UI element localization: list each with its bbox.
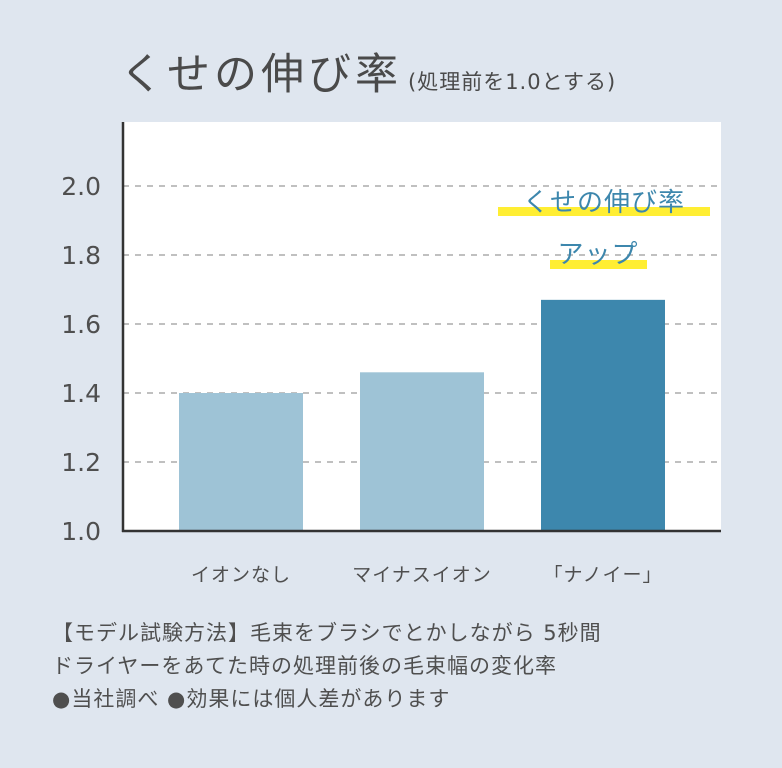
annotation-label: くせの伸び率 <box>523 188 685 218</box>
y-tick-label: 1.6 <box>61 310 101 339</box>
annotation-label: アップ <box>557 240 638 270</box>
chart-subtitle: (処理前を1.0とする) <box>408 70 617 94</box>
bar <box>541 299 665 531</box>
chart-title: くせの伸び率 <box>120 50 402 100</box>
bar-chart: 1.0 1.2 1.4 1.6 1.8 2.0 イオンなし マイナスイオン 「ナノイー」 くせの伸… <box>61 122 721 586</box>
y-tick-label: 1.0 <box>61 517 101 546</box>
bar <box>360 372 484 531</box>
chart-title-row: くせの伸び率 (処理前を1.0とする) <box>120 40 616 102</box>
y-tick-label: 1.8 <box>61 241 101 270</box>
y-tick-label: 2.0 <box>61 172 101 201</box>
bar <box>179 393 303 531</box>
y-tick-label: 1.4 <box>61 379 101 408</box>
x-category-label: マイナスイオン <box>352 564 492 586</box>
x-category-label: イオンなし <box>191 564 291 586</box>
highlight-marker <box>498 207 710 216</box>
footnote: 【モデル試験方法】毛束をブラシでとかしながら 5秒間 ドライヤーをあてた時の処理… <box>52 617 772 716</box>
x-category-label: 「ナノイー」 <box>543 564 662 586</box>
footnote-line: ●当社調べ ●効果には個人差があります <box>52 687 451 711</box>
footnote-line: ドライヤーをあてた時の処理前後の毛束幅の変化率 <box>52 654 557 678</box>
highlight-marker <box>550 260 647 269</box>
footnote-line: 【モデル試験方法】毛束をブラシでとかしながら 5秒間 <box>52 621 602 645</box>
y-tick-label: 1.2 <box>61 448 101 477</box>
